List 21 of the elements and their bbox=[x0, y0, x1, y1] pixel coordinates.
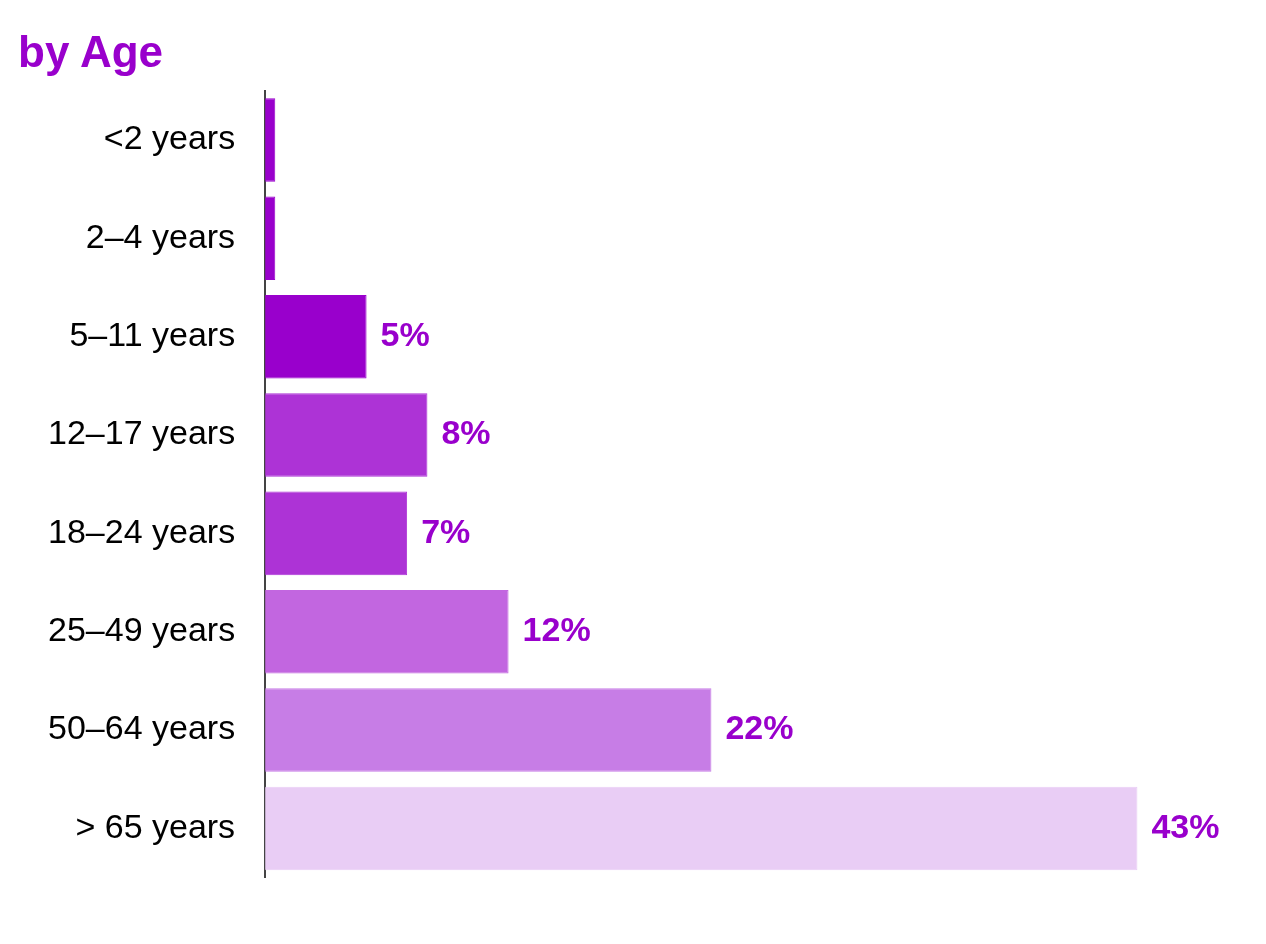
y-tick-label: 5–11 years bbox=[69, 315, 236, 354]
bar bbox=[265, 786, 1138, 871]
y-tick-label: 50–64 years bbox=[47, 708, 236, 747]
bar bbox=[265, 589, 509, 674]
y-tick-label: 12–17 years bbox=[47, 413, 236, 452]
y-tick-label: 25–49 years bbox=[47, 610, 236, 649]
data-label: 12% bbox=[522, 610, 591, 649]
data-label: 8% bbox=[441, 413, 491, 452]
data-label: 5% bbox=[380, 315, 430, 354]
bar bbox=[265, 688, 712, 772]
y-tick-label: 18–24 years bbox=[47, 511, 236, 550]
bar bbox=[265, 491, 408, 576]
chart-title: by Age bbox=[18, 26, 164, 76]
data-label: 7% bbox=[421, 511, 471, 550]
bar bbox=[265, 393, 428, 477]
y-tick-label: <2 years bbox=[103, 118, 236, 157]
y-tick-label: 2–4 years bbox=[85, 216, 236, 255]
bar bbox=[265, 294, 367, 379]
data-label: 43% bbox=[1151, 806, 1220, 845]
data-label: 22% bbox=[725, 708, 794, 747]
y-tick-label: > 65 years bbox=[75, 806, 236, 845]
